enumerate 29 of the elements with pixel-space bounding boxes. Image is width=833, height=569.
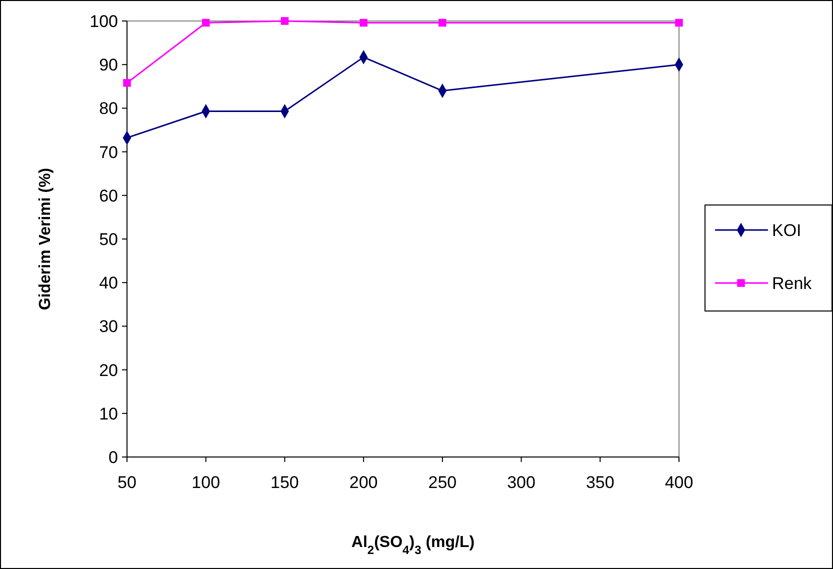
y-tick-label: 0 (108, 448, 118, 467)
y-tick-label: 30 (99, 317, 118, 336)
y-tick-label: 40 (99, 274, 118, 293)
point (123, 79, 131, 87)
y-tick-label: 70 (99, 142, 118, 162)
y-tick-label: 80 (99, 99, 118, 118)
y-tick-label: 90 (99, 56, 118, 75)
x-tick-label: 400 (664, 473, 694, 492)
x-tick-label: 100 (192, 473, 220, 492)
point (360, 18, 368, 27)
x-tick-label: 300 (507, 473, 536, 492)
y-tick-label: 10 (99, 404, 118, 424)
point (280, 17, 289, 25)
y-tick-label: 60 (99, 186, 118, 206)
y-tick-label: 50 (99, 230, 118, 249)
x-tick-label: 350 (586, 473, 614, 492)
point (202, 18, 210, 27)
x-tick-label: 200 (349, 473, 378, 492)
legend-label: Renk (772, 274, 812, 293)
point (438, 18, 446, 27)
y-tick-label: 100 (90, 12, 118, 31)
y-axis-title: Giderim Verimi (%) (37, 168, 54, 310)
point (675, 18, 683, 27)
x-tick-label: 250 (428, 473, 457, 492)
x-tick-label: 150 (270, 473, 299, 492)
y-tick-label: 20 (99, 360, 118, 380)
x-tick-label: 50 (118, 473, 136, 492)
x-axis-title: Al$_{2}$(SO$_{4}$)$_{3}$ (mg/L) (351, 534, 475, 557)
legend-label: KOI (772, 220, 802, 240)
